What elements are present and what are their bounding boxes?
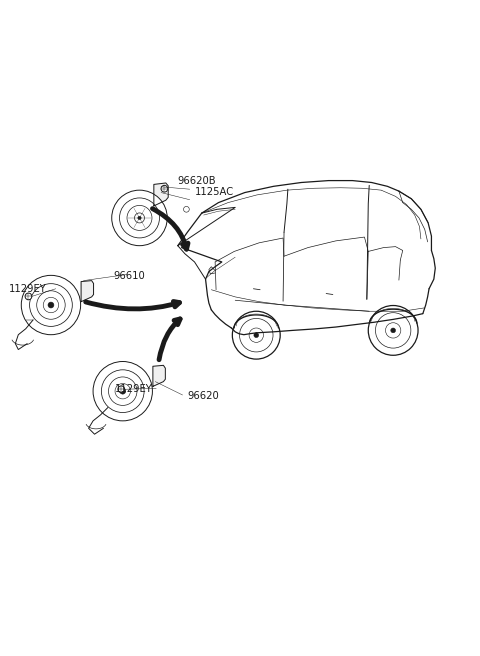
Circle shape bbox=[25, 293, 32, 300]
Circle shape bbox=[48, 302, 54, 308]
Polygon shape bbox=[154, 183, 168, 206]
Circle shape bbox=[161, 186, 168, 192]
Text: 1125AC: 1125AC bbox=[194, 186, 234, 197]
Circle shape bbox=[138, 216, 141, 220]
Text: 96620B: 96620B bbox=[178, 176, 216, 186]
Text: 96620: 96620 bbox=[187, 391, 219, 401]
Polygon shape bbox=[81, 281, 94, 302]
Circle shape bbox=[120, 388, 126, 394]
Polygon shape bbox=[153, 365, 165, 386]
Circle shape bbox=[391, 328, 396, 333]
Text: 1129EY: 1129EY bbox=[9, 284, 47, 294]
Text: 1129EY: 1129EY bbox=[115, 384, 152, 394]
Text: 96610: 96610 bbox=[113, 272, 145, 281]
Circle shape bbox=[93, 361, 153, 421]
Circle shape bbox=[254, 333, 259, 338]
Circle shape bbox=[112, 190, 167, 246]
Circle shape bbox=[21, 276, 81, 335]
Circle shape bbox=[118, 386, 125, 392]
